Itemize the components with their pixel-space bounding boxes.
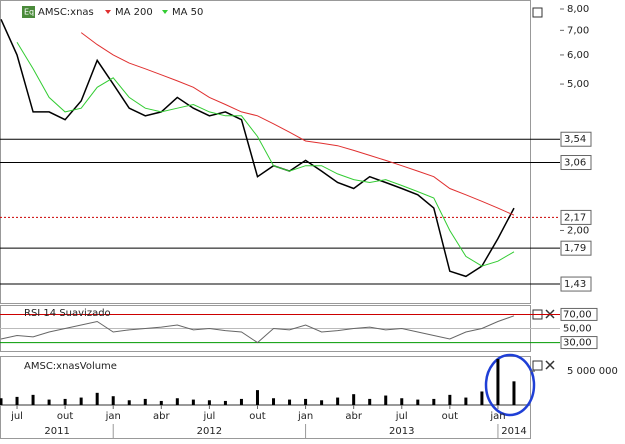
x-tick-label: jul	[10, 411, 23, 422]
rsi-tick-label: 50,00	[563, 324, 592, 335]
volume-bar	[320, 400, 324, 405]
volume-bar	[464, 397, 468, 405]
x-tick-label: abr	[345, 411, 362, 422]
volume-tick-label: 5 000 000	[567, 366, 618, 377]
x-tick-label: out	[442, 411, 458, 422]
ma-line	[16, 41, 515, 267]
x-axis-panel	[0, 405, 531, 439]
volume-bar	[127, 400, 131, 405]
maximize-button[interactable]	[532, 7, 543, 18]
x-tick-label: out	[57, 411, 73, 422]
volume-bar	[288, 399, 292, 405]
volume-bar	[496, 359, 500, 405]
volume-bar	[480, 391, 484, 405]
x-tick-label: jul	[395, 411, 408, 422]
volume-bar	[15, 396, 19, 405]
volume-bar	[63, 398, 67, 405]
volume-bar	[368, 398, 372, 405]
year-label: 2014	[501, 426, 526, 437]
rsi-label: RSI 14 Suavizado	[24, 308, 111, 319]
level-label-box	[560, 209, 592, 225]
rsi-label-box	[561, 322, 597, 335]
volume-bar	[304, 398, 308, 405]
year-label: 2012	[197, 426, 222, 437]
ma-line	[80, 32, 515, 216]
y-tick-label: 7,00	[567, 25, 589, 36]
volume-bar	[352, 394, 356, 405]
volume-bar	[384, 395, 388, 405]
legend-marker	[105, 10, 111, 14]
legend-label: AMSC:xnas	[38, 7, 94, 18]
rsi-tick-label: 30,00	[563, 338, 592, 349]
rsi-line	[0, 315, 515, 344]
volume-bar	[336, 397, 340, 405]
volume-label: AMSC:xnasVolume	[24, 361, 117, 372]
volume-bar	[31, 394, 35, 405]
x-tick-label: jan	[489, 411, 505, 422]
level-label: 3,54	[564, 134, 586, 145]
level-label-box	[560, 240, 592, 256]
volume-panel	[0, 356, 531, 405]
volume-bar	[416, 399, 420, 405]
level-label: 2,17	[564, 212, 586, 223]
volume-bar	[191, 399, 195, 405]
y-tick-label: 2,00	[567, 225, 589, 236]
x-tick-label: jan	[297, 411, 313, 422]
volume-bar	[400, 398, 404, 405]
highlight-circle	[484, 353, 536, 417]
rsi-tick-label: 70,00	[563, 309, 592, 320]
volume-bar	[79, 397, 83, 405]
volume-bar	[95, 392, 99, 405]
volume-bar	[223, 400, 227, 405]
volume-bar	[272, 398, 276, 405]
level-label-box	[560, 131, 592, 147]
price-line	[0, 18, 515, 278]
level-label-box	[560, 276, 592, 292]
rsi-label-box	[560, 307, 598, 321]
volume-bar	[448, 394, 452, 405]
volume-bar	[0, 398, 3, 405]
year-label: 2011	[44, 426, 69, 437]
eq-icon-text: Eq	[24, 8, 34, 17]
volume-bar	[239, 398, 243, 405]
legend-label: MA 200	[115, 7, 153, 18]
volume-bar	[207, 400, 211, 405]
volume-bar	[111, 396, 115, 405]
y-tick-label: 5,00	[567, 79, 589, 90]
volume-bar	[512, 381, 516, 405]
x-tick-label: jul	[202, 411, 215, 422]
legend-label: MA 50	[172, 7, 203, 18]
x-tick-label: jan	[105, 411, 121, 422]
volume-bar	[159, 400, 163, 405]
y-tick-label: 6,00	[567, 50, 589, 61]
x-tick-label: abr	[153, 411, 170, 422]
level-label: 1,79	[564, 243, 586, 254]
level-label: 1,43	[564, 279, 586, 290]
volume-bar	[143, 398, 147, 405]
volume-bar	[432, 398, 436, 405]
volume-bar	[255, 390, 259, 405]
legend-marker	[162, 10, 168, 14]
rsi-label-box	[560, 336, 598, 350]
level-label: 3,06	[564, 158, 586, 169]
year-label: 2013	[389, 426, 414, 437]
y-tick-label: 8,00	[567, 4, 589, 15]
maximize-button[interactable]	[532, 360, 543, 371]
volume-bar	[47, 399, 51, 405]
x-tick-label: out	[249, 411, 265, 422]
level-label-box	[560, 155, 592, 171]
close-button[interactable]	[545, 309, 555, 370]
panel-buttons	[532, 7, 555, 371]
eq-icon[interactable]	[22, 6, 35, 18]
volume-bar	[175, 398, 179, 405]
